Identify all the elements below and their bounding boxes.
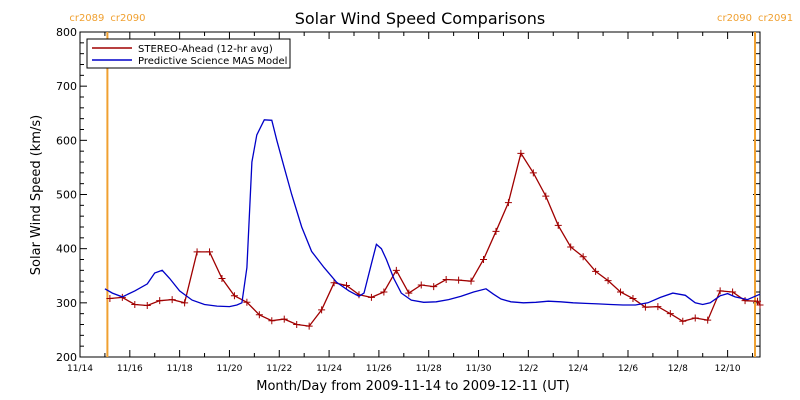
data-point-0 (716, 287, 724, 295)
x-axis: 11/14 11/16 11/18 11/20 11/22 11/24 11/26 11/28… (67, 32, 754, 374)
data-point-0 (417, 281, 425, 289)
y-tick-label: 300 (56, 297, 77, 310)
carrington-markers: cr2089 cr2090 cr2090 cr2091 (69, 13, 793, 357)
data-point-0 (268, 317, 276, 325)
data-point-0 (255, 311, 263, 319)
data-point-0 (729, 288, 737, 296)
data-point-0 (741, 297, 749, 305)
data-point-0 (480, 256, 488, 263)
data-point-0 (567, 243, 575, 251)
y-axis-label: Solar Wind Speed (km/s) (29, 115, 44, 275)
data-point-0 (280, 315, 288, 323)
carrington-label-after: cr2091 (758, 13, 793, 24)
data-point-0 (293, 321, 301, 328)
x-tick-label: 12/6 (618, 364, 638, 374)
y-tick-label: 700 (56, 80, 77, 93)
data-point-0 (218, 274, 226, 282)
series-layer (104, 119, 764, 330)
data-point-0 (193, 248, 201, 256)
data-point-0 (442, 276, 450, 284)
data-point-0 (106, 295, 114, 302)
chart-title: Solar Wind Speed Comparisons (295, 9, 546, 28)
x-tick-label: 12/10 (715, 364, 741, 374)
y-tick-label: 200 (56, 351, 77, 364)
data-point-0 (504, 199, 512, 207)
data-point-0 (243, 298, 251, 306)
data-point-0 (367, 293, 375, 301)
series-line-1 (104, 119, 761, 308)
x-tick-label: 11/14 (67, 364, 93, 374)
carrington-label-before: cr2089 (69, 13, 104, 24)
data-point-0 (691, 314, 699, 322)
data-point-0 (704, 316, 712, 324)
x-tick-label: 11/28 (416, 364, 442, 374)
data-point-0 (305, 322, 313, 330)
data-point-0 (629, 295, 637, 302)
y-tick-label: 400 (56, 243, 77, 256)
carrington-label-before: cr2090 (717, 13, 752, 24)
x-tick-label: 11/30 (466, 364, 492, 374)
legend: STEREO-Ahead (12-hr avg)Predictive Scien… (86, 38, 291, 69)
data-point-0 (181, 299, 189, 307)
y-tick-label: 500 (56, 189, 77, 202)
legend-entry: STEREO-Ahead (12-hr avg) (138, 44, 273, 55)
y-axis: 200 300 400 500 600 700 800 (56, 26, 760, 364)
data-point-0 (143, 302, 151, 310)
data-point-0 (517, 149, 525, 157)
x-tick-label: 11/26 (366, 364, 392, 374)
data-point-0 (467, 277, 475, 285)
data-point-0 (405, 289, 413, 297)
data-point-0 (666, 310, 674, 318)
data-point-0 (756, 301, 764, 309)
x-tick-label: 11/16 (117, 364, 143, 374)
series-line-0 (109, 151, 761, 327)
data-point-0 (318, 306, 326, 314)
carrington-label-after: cr2090 (110, 13, 145, 24)
data-point-0 (455, 276, 463, 284)
data-point-0 (430, 283, 438, 291)
data-point-0 (380, 288, 388, 296)
data-point-0 (206, 248, 214, 256)
x-tick-label: 12/4 (568, 364, 588, 374)
x-tick-label: 12/8 (668, 364, 688, 374)
data-point-0 (679, 317, 687, 325)
data-point-0 (592, 267, 600, 275)
legend-box (86, 38, 291, 69)
data-point-0 (579, 253, 587, 261)
data-point-0 (492, 227, 500, 235)
x-tick-label: 12/2 (518, 364, 538, 374)
y-tick-label: 600 (56, 134, 77, 147)
y-tick-label: 800 (56, 26, 77, 39)
x-tick-label: 11/20 (216, 364, 242, 374)
data-point-0 (392, 266, 400, 274)
data-point-0 (542, 192, 550, 200)
x-tick-label: 11/24 (316, 364, 342, 374)
data-point-0 (230, 292, 238, 300)
data-point-0 (131, 300, 139, 308)
data-point-0 (554, 221, 562, 229)
data-point-0 (604, 277, 612, 285)
legend-entry: Predictive Science MAS Model (138, 56, 287, 67)
data-point-0 (156, 297, 164, 305)
data-point-0 (529, 169, 537, 177)
x-tick-label: 11/22 (266, 364, 292, 374)
data-point-0 (654, 303, 662, 311)
data-point-0 (754, 297, 762, 305)
data-point-0 (617, 288, 625, 296)
x-axis-label: Month/Day from 2009-11-14 to 2009-12-11 … (256, 379, 569, 394)
data-point-0 (168, 296, 176, 304)
data-point-0 (641, 303, 649, 311)
x-tick-label: 11/18 (167, 364, 193, 374)
data-point-0 (343, 282, 351, 289)
